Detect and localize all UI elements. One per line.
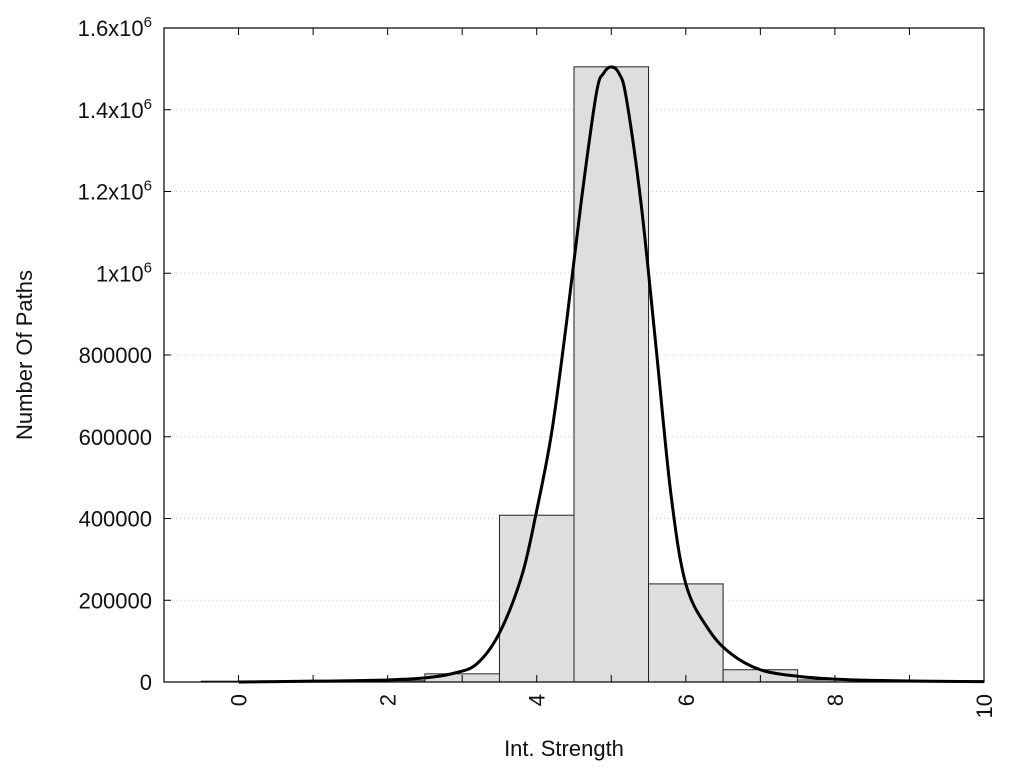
y-tick-label: 1x106 (96, 259, 152, 286)
y-axis-ticks: 0 200000 400000 600000 800000 1x106 1.2x106 1.4… (78, 14, 984, 695)
x-axis-ticks: 0 2 4 6 8 10 (163, 28, 997, 718)
y-axis-label: Number Of Paths (12, 270, 37, 440)
y-tick-label: 0 (140, 670, 152, 695)
y-tick-label: 400000 (79, 507, 152, 532)
x-tick-label: 6 (674, 694, 699, 706)
fit-curve (238, 65, 985, 684)
x-tick-label: 2 (376, 694, 401, 706)
y-tick-label: 800000 (79, 343, 152, 368)
x-tick-label: 8 (823, 694, 848, 706)
y-tick-label: 1.2x106 (78, 178, 152, 205)
grid-lines (164, 109, 984, 601)
y-tick-label: 1.6x106 (78, 14, 152, 41)
y-tick-label: 600000 (79, 425, 152, 450)
bar-series (200, 66, 948, 683)
x-axis-label: Int. Strength (504, 736, 624, 761)
fit-curve-series (238, 65, 985, 684)
x-tick-label: 0 (227, 694, 252, 706)
histogram-bar (573, 66, 650, 683)
x-tick-label: 10 (972, 694, 997, 718)
x-tick-label: 4 (525, 694, 550, 706)
y-tick-label: 1.4x106 (78, 96, 152, 123)
histogram-bar (498, 514, 575, 683)
y-tick-label: 200000 (79, 588, 152, 613)
